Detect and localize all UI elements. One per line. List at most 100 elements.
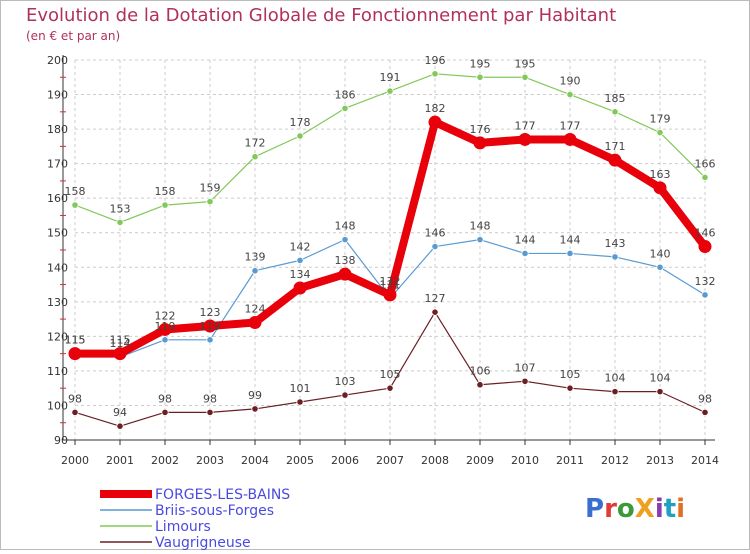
legend-label-limours: Limours: [155, 519, 211, 535]
data-point-forges-les-bains: [113, 347, 127, 361]
data-point-limours: [611, 108, 619, 116]
y-tick-label: 130: [47, 296, 68, 309]
data-point-limours: [71, 201, 79, 209]
data-point-limours: [701, 173, 709, 182]
data-point-vaugrigneuse: [386, 384, 394, 392]
data-point-forges-les-bains: [68, 347, 82, 361]
data-point-briis-sous-forges: [521, 249, 529, 258]
data-label-limours: 178: [290, 116, 311, 129]
data-label-forges-les-bains: 146: [695, 227, 716, 240]
x-tick-label: 2008: [421, 454, 449, 467]
data-label-vaugrigneuse: 101: [290, 382, 311, 395]
x-tick-label: 2012: [601, 454, 629, 467]
data-label-vaugrigneuse: 98: [68, 392, 82, 405]
data-label-briis-sous-forges: 148: [335, 220, 356, 233]
data-point-forges-les-bains: [563, 132, 577, 146]
data-label-briis-sous-forges: 119: [155, 320, 176, 333]
data-label-vaugrigneuse: 105: [560, 368, 581, 381]
data-point-limours: [386, 87, 394, 95]
data-label-briis-sous-forges: 115: [65, 334, 86, 347]
data-label-limours: 158: [155, 185, 176, 198]
data-point-vaugrigneuse: [341, 391, 349, 399]
x-tick-label: 2010: [511, 454, 539, 467]
data-label-forges-les-bains: 115: [65, 334, 86, 347]
data-label-briis-sous-forges: 119: [200, 320, 221, 333]
proxiti-logo: ProXiti: [585, 494, 685, 524]
data-point-vaugrigneuse: [431, 308, 439, 316]
x-tick-label: 2007: [376, 454, 404, 467]
data-point-vaugrigneuse: [566, 384, 574, 392]
data-label-forges-les-bains: 182: [425, 102, 446, 115]
data-label-forges-les-bains: 124: [245, 303, 266, 316]
data-point-limours: [206, 198, 214, 206]
x-tick-label: 2004: [241, 454, 269, 467]
data-point-limours: [116, 218, 124, 226]
data-point-briis-sous-forges: [296, 256, 304, 264]
y-tick-label: 170: [47, 158, 68, 171]
data-point-forges-les-bains: [428, 115, 442, 129]
x-tick-label: 2011: [556, 454, 584, 467]
y-tick-label: 90: [54, 434, 68, 447]
data-point-forges-les-bains: [698, 240, 712, 254]
data-point-limours: [521, 73, 529, 81]
y-tick-label: 100: [47, 399, 68, 412]
data-label-limours: 195: [470, 57, 491, 70]
data-label-limours: 166: [695, 157, 716, 170]
data-label-briis-sous-forges: 146: [425, 227, 446, 240]
data-label-limours: 153: [110, 202, 131, 215]
data-label-briis-sous-forges: 132: [695, 275, 716, 288]
data-point-briis-sous-forges: [431, 242, 439, 251]
data-label-limours: 196: [425, 54, 446, 67]
data-label-forges-les-bains: 177: [560, 119, 581, 132]
data-label-limours: 186: [335, 88, 356, 101]
legend: FORGES-LES-BAINSBriis-sous-ForgesLimours…: [100, 487, 290, 551]
data-label-vaugrigneuse: 98: [203, 392, 217, 405]
data-label-limours: 158: [65, 185, 86, 198]
data-label-forges-les-bains: 122: [155, 309, 176, 322]
data-point-limours: [161, 201, 169, 209]
data-label-vaugrigneuse: 103: [335, 375, 356, 388]
data-point-briis-sous-forges: [341, 236, 349, 244]
data-label-forges-les-bains: 163: [650, 168, 671, 181]
data-point-forges-les-bains: [338, 267, 352, 281]
data-point-limours: [566, 90, 574, 99]
data-label-vaugrigneuse: 107: [515, 361, 536, 374]
data-point-limours: [251, 153, 259, 161]
legend-label-vaugrigneuse: Vaugrigneuse: [155, 535, 251, 550]
x-tick-label: 2005: [286, 454, 314, 467]
data-label-briis-sous-forges: 144: [560, 233, 581, 246]
x-tick-label: 2013: [646, 454, 674, 467]
data-point-briis-sous-forges: [566, 249, 574, 258]
data-label-forges-les-bains: 176: [470, 123, 491, 136]
y-tick-label: 110: [47, 365, 68, 378]
data-label-limours: 179: [650, 113, 671, 126]
data-point-vaugrigneuse: [161, 408, 169, 416]
data-label-limours: 172: [245, 137, 266, 150]
data-label-forges-les-bains: 134: [290, 268, 311, 281]
data-point-vaugrigneuse: [251, 405, 259, 413]
chart-title: Evolution de la Dotation Globale de Fonc…: [26, 5, 616, 26]
y-tick-label: 150: [47, 227, 68, 240]
label-layer: 158 153 158 159 172 178 186 191 196 195 195 190 185 1…: [65, 54, 716, 419]
data-point-briis-sous-forges: [206, 336, 214, 344]
x-tick-label: 2002: [151, 454, 179, 467]
data-point-briis-sous-forges: [701, 291, 709, 299]
data-label-limours: 195: [515, 57, 536, 70]
data-point-forges-les-bains: [293, 281, 307, 295]
legend-label-briis-sous-forges: Briis-sous-Forges: [155, 503, 274, 519]
data-point-vaugrigneuse: [521, 377, 529, 385]
y-tick-label: 180: [47, 123, 68, 136]
data-label-forges-les-bains: 123: [200, 306, 221, 319]
data-point-vaugrigneuse: [116, 422, 124, 430]
data-point-briis-sous-forges: [251, 267, 259, 275]
data-label-limours: 185: [605, 92, 626, 105]
data-label-vaugrigneuse: 94: [113, 406, 127, 419]
data-point-forges-les-bains: [518, 132, 532, 146]
data-label-briis-sous-forges: 142: [290, 240, 311, 253]
data-label-forges-les-bains: 132: [380, 275, 401, 288]
data-label-forges-les-bains: 138: [335, 254, 356, 267]
data-point-forges-les-bains: [203, 319, 217, 333]
data-point-limours: [341, 104, 349, 112]
